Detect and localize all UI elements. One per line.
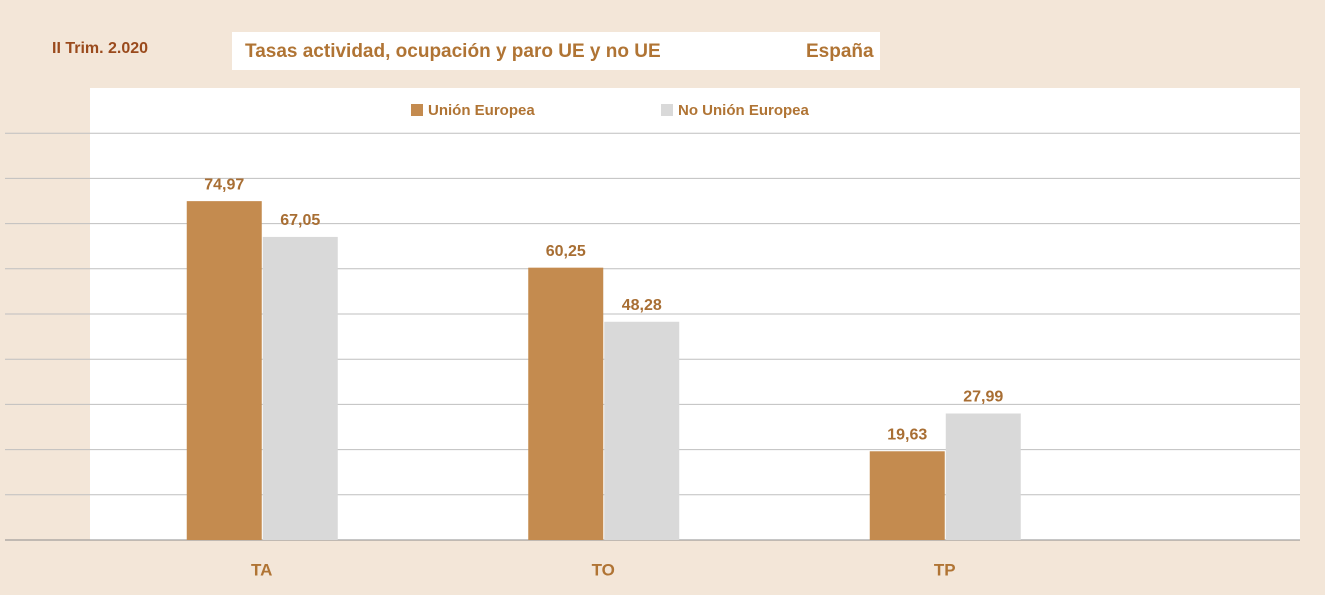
legend-swatch <box>411 104 423 116</box>
region-label: España <box>806 41 874 62</box>
bar <box>604 321 680 540</box>
x-tick-label: TP <box>934 560 956 579</box>
data-label: 60,25 <box>546 243 586 260</box>
data-label: 19,63 <box>887 426 927 443</box>
data-label: 67,05 <box>280 212 320 229</box>
legend-swatch <box>661 104 673 116</box>
data-label: 74,97 <box>204 176 244 193</box>
legend-label: No Unión Europea <box>678 102 809 119</box>
bar <box>945 413 1021 540</box>
data-label: 48,28 <box>622 297 662 314</box>
bar <box>528 267 604 540</box>
x-tick-label: TA <box>251 560 272 579</box>
chart-title: Tasas actividad, ocupación y paro UE y n… <box>245 41 661 62</box>
period-label: II Trim. 2.020 <box>52 40 148 57</box>
legend-label: Unión Europea <box>428 102 535 119</box>
bar <box>186 201 262 540</box>
data-label: 27,99 <box>963 389 1003 406</box>
bar <box>262 236 338 540</box>
bar <box>869 451 945 540</box>
title-box <box>232 32 880 70</box>
x-tick-label: TO <box>592 560 615 579</box>
